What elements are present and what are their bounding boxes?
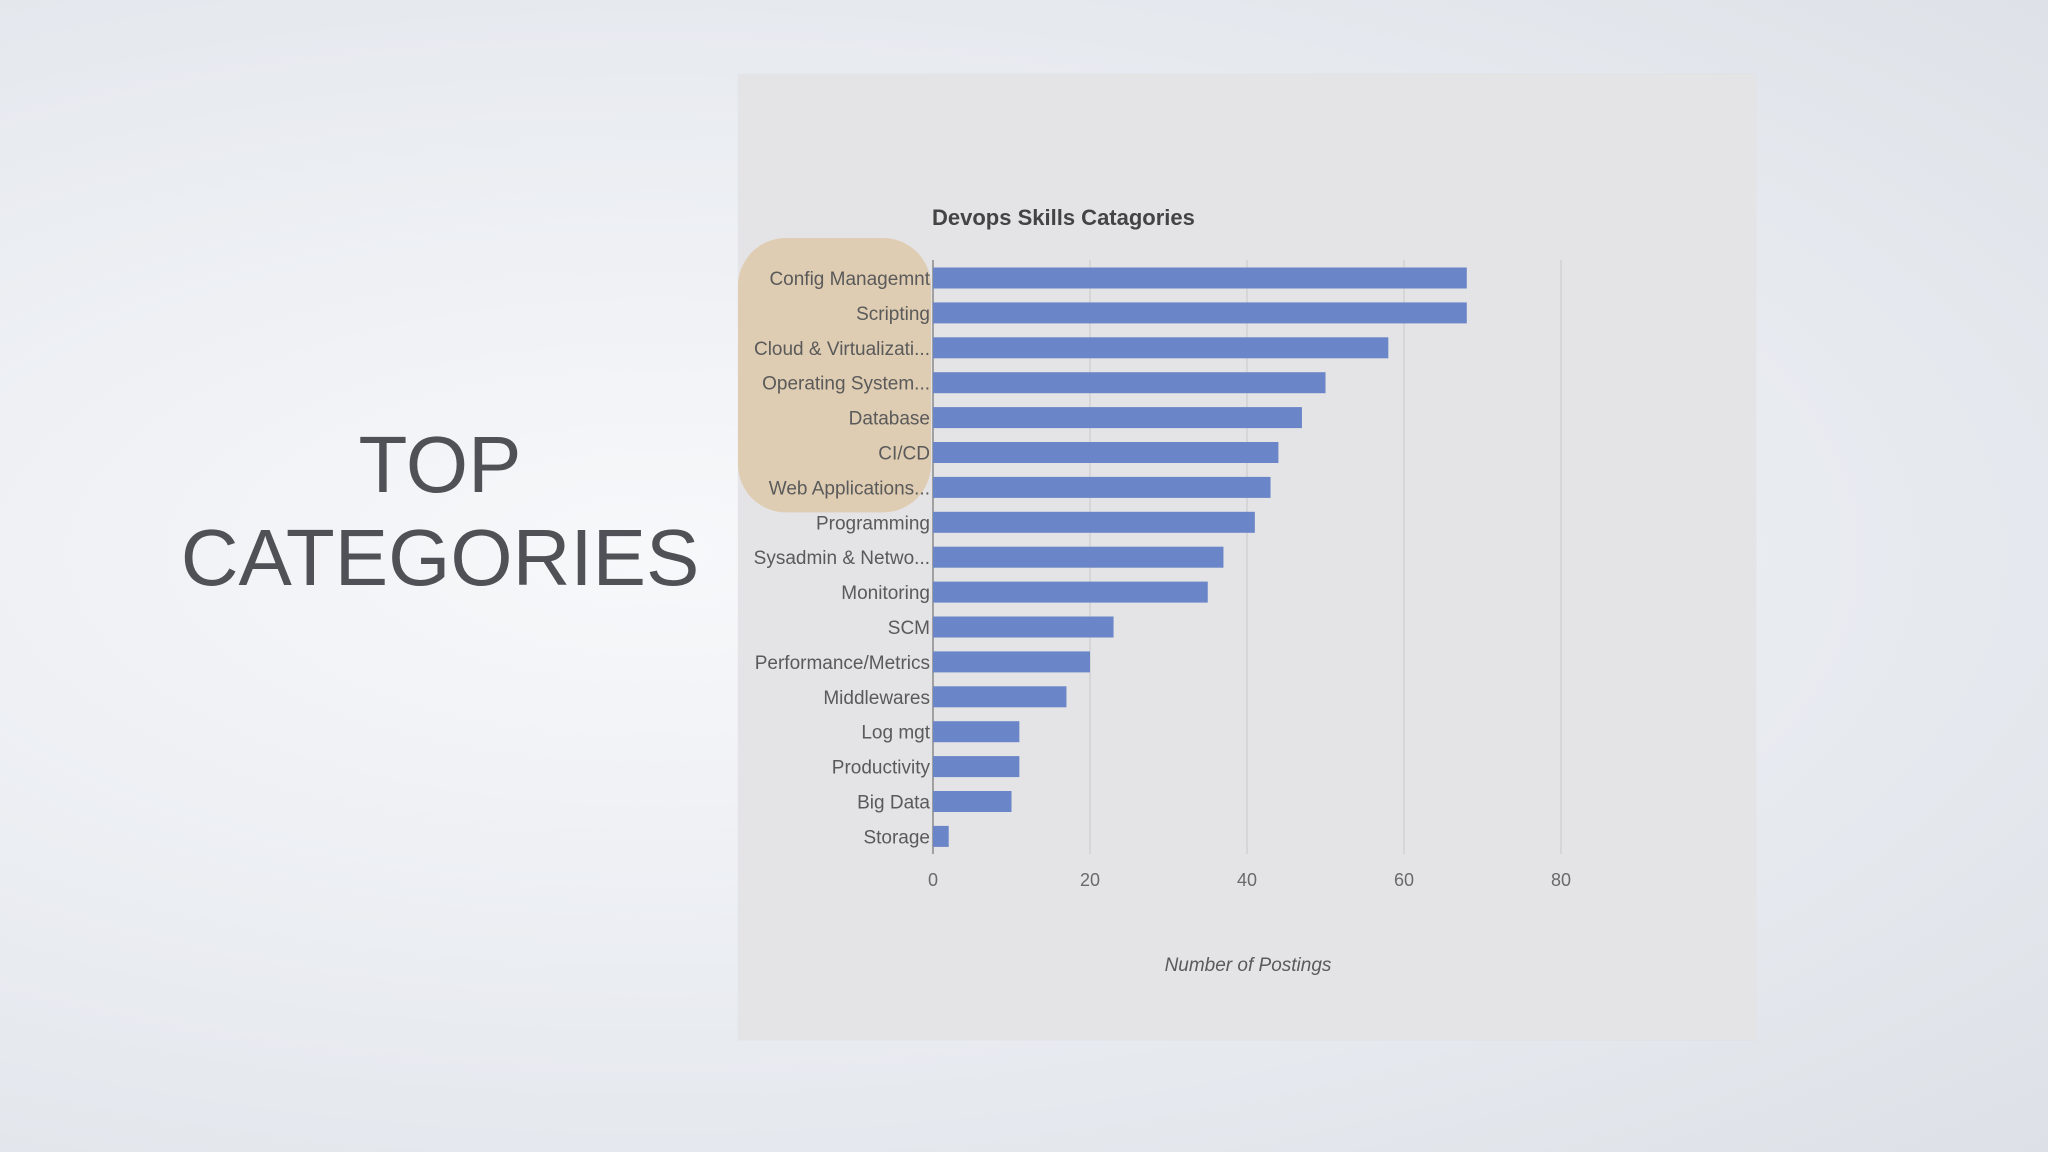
chart-title: Devops Skills Catagories <box>932 205 1195 230</box>
x-tick-label-80: 80 <box>1551 870 1571 890</box>
bar-14 <box>933 756 1020 778</box>
bar-chart: Config Managemnt Scripting Cloud & Virtual… <box>738 205 1571 976</box>
category-label-14: Productivity <box>832 758 931 779</box>
bar-5 <box>933 442 1279 463</box>
slide-title-line-1: TOP <box>358 420 522 509</box>
x-tick-label-20: 20 <box>1080 870 1100 890</box>
bar-1 <box>933 302 1467 324</box>
bar-15 <box>933 791 1012 812</box>
category-label-16: Storage <box>863 827 930 848</box>
category-label-11: Performance/Metrics <box>755 653 930 674</box>
bar-9 <box>933 581 1208 603</box>
bar-4 <box>933 407 1302 429</box>
bar-0 <box>933 267 1467 289</box>
category-label-2: Cloud & Virtualizati... <box>754 339 930 360</box>
bar-6 <box>933 476 1271 498</box>
bar-10 <box>933 616 1114 638</box>
category-label-1: Scripting <box>856 304 930 325</box>
category-label-9: Monitoring <box>841 583 930 604</box>
category-label-8: Sysadmin & Netwo... <box>754 548 930 569</box>
category-label-5: CI/CD <box>878 444 930 465</box>
bar-16 <box>933 825 949 847</box>
bar-8 <box>933 546 1224 568</box>
bar-12 <box>933 686 1067 708</box>
category-label-10: SCM <box>888 618 930 639</box>
bar-7 <box>933 511 1255 533</box>
chart-panel: Config Managemnt Scripting Cloud & Virtual… <box>738 74 1756 1040</box>
bar-13 <box>933 721 1020 743</box>
x-tick-label-0: 0 <box>928 870 938 890</box>
slide-title-line-2: CATEGORIES <box>180 513 700 602</box>
category-label-3: Operating System... <box>762 374 930 395</box>
slide-title: TOP CATEGORIES <box>160 418 720 604</box>
category-label-0: Config Managemnt <box>769 269 930 290</box>
category-label-13: Log mgt <box>861 723 930 744</box>
category-label-12: Middlewares <box>823 688 930 709</box>
category-label-6: Web Applications... <box>769 478 930 499</box>
category-highlight <box>738 238 931 513</box>
category-label-15: Big Data <box>857 793 930 814</box>
category-label-7: Programming <box>816 513 930 534</box>
x-tick-label-40: 40 <box>1237 870 1257 890</box>
category-label-4: Database <box>849 409 930 430</box>
x-axis-title: Number of Postings <box>1165 955 1332 976</box>
bar-3 <box>933 372 1326 394</box>
bar-11 <box>933 651 1090 673</box>
x-tick-label-60: 60 <box>1394 870 1414 890</box>
bar-2 <box>933 337 1389 359</box>
